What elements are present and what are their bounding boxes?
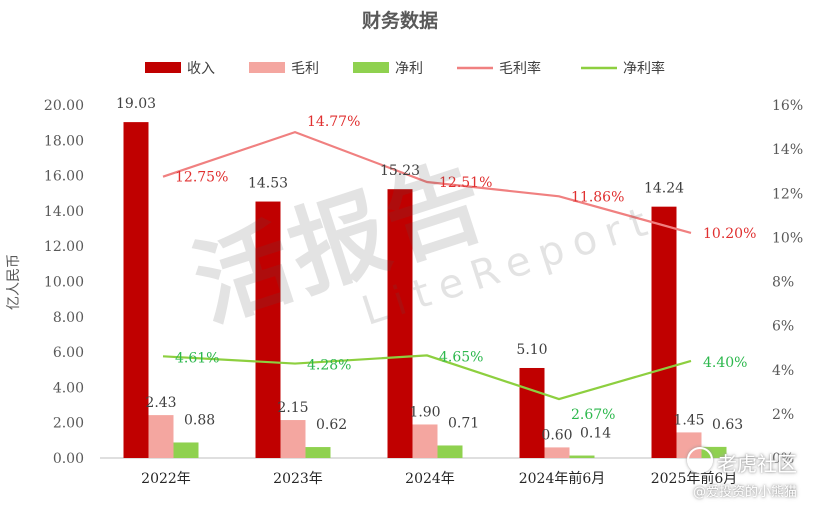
bar-label-收入: 15.23 — [380, 163, 420, 179]
bar-label-毛利: 0.60 — [541, 427, 572, 443]
line-label-净利率: 4.61% — [175, 350, 219, 366]
bar-毛利 — [412, 424, 438, 458]
y2-tick-label: 6% — [772, 319, 794, 335]
y2-tick-label: 16% — [772, 98, 803, 114]
legend-swatch — [353, 62, 389, 73]
line-label-净利率: 4.65% — [439, 349, 483, 365]
y-tick-label: 0.00 — [53, 451, 84, 467]
line-label-毛利率: 12.51% — [439, 175, 492, 191]
bar-净利 — [173, 442, 199, 458]
line-label-毛利率: 11.86% — [571, 189, 624, 205]
line-label-净利率: 4.40% — [703, 355, 747, 371]
y-tick-label: 4.00 — [53, 380, 84, 396]
y2-tick-label: 4% — [772, 363, 794, 379]
bar-label-收入: 5.10 — [516, 342, 547, 358]
legend-label: 毛利 — [291, 61, 319, 77]
bar-label-毛利: 2.43 — [145, 395, 176, 411]
y-tick-label: 10.00 — [44, 275, 84, 291]
bar-label-收入: 14.53 — [248, 176, 288, 192]
y2-tick-label: 2% — [772, 407, 794, 423]
bar-label-收入: 14.24 — [644, 181, 684, 197]
bar-净利 — [701, 446, 727, 458]
y2-tick-label: 10% — [772, 230, 803, 246]
legend-label: 收入 — [187, 61, 215, 77]
bar-收入 — [123, 122, 149, 459]
y-tick-label: 14.00 — [44, 204, 84, 220]
line-label-毛利率: 10.20% — [703, 226, 756, 242]
y-tick-label: 6.00 — [53, 345, 84, 361]
legend-label: 净利率 — [623, 60, 665, 77]
bar-series — [123, 122, 727, 459]
y-tick-label: 12.00 — [44, 239, 84, 255]
bar-label-净利: 0.63 — [712, 417, 743, 433]
bar-收入 — [519, 367, 545, 458]
y-tick-label: 8.00 — [53, 310, 84, 326]
line-label-毛利率: 12.75% — [175, 170, 228, 186]
bar-label-净利: 0.71 — [448, 415, 479, 431]
data-labels: 19.03 14.53 15.23 5.10 14.24 2.43 2.15 1.90 0.60… — [116, 96, 756, 443]
bar-label-毛利: 2.15 — [277, 400, 308, 416]
bar-收入 — [255, 201, 281, 458]
y2-tick-label: 14% — [772, 142, 803, 158]
y-tick-label: 18.00 — [44, 133, 84, 149]
line-净利率 — [162, 354, 692, 401]
bar-收入 — [387, 189, 413, 459]
y-tick-label: 20.00 — [44, 98, 84, 114]
bar-label-毛利: 1.45 — [673, 412, 704, 428]
community-logo-icon — [687, 447, 713, 473]
line-毛利率 — [162, 130, 692, 235]
legend-label: 毛利率 — [499, 60, 541, 77]
x-tick-label: 2024年前6月 — [519, 470, 606, 487]
legend-swatch — [249, 62, 285, 73]
legend-swatch — [145, 62, 181, 73]
bar-净利 — [305, 447, 331, 458]
line-label-毛利率: 14.77% — [307, 114, 360, 130]
bar-label-净利: 0.14 — [580, 426, 611, 442]
bar-净利 — [437, 445, 463, 458]
line-label-净利率: 2.67% — [571, 407, 615, 423]
chart-axes: 0.00 2.00 4.00 6.00 8.00 10.00 12.00 14.00 16.00… — [44, 98, 803, 487]
x-tick-label: 2024年 — [405, 471, 455, 487]
y2-tick-label: 12% — [772, 186, 803, 202]
y2-tick-label: 8% — [772, 275, 794, 291]
bar-label-收入: 19.03 — [116, 96, 156, 112]
x-tick-label: 2025年前6月 — [651, 470, 738, 487]
bar-label-毛利: 1.90 — [409, 404, 440, 420]
y2-tick-label: 0% — [772, 451, 794, 467]
bar-毛利 — [544, 447, 570, 458]
chart-title: 财务数据 — [362, 9, 438, 32]
y-axis-label: 亿人民币 — [6, 254, 22, 310]
bar-净利 — [569, 455, 595, 458]
y-tick-label: 16.00 — [44, 169, 84, 185]
legend-label: 净利 — [395, 61, 423, 77]
credit-author: @爱投资的小熊猫 — [692, 485, 797, 500]
bar-label-净利: 0.88 — [184, 412, 215, 428]
bar-毛利 — [148, 415, 174, 458]
bar-收入 — [651, 206, 677, 458]
line-series — [162, 130, 692, 401]
y-tick-label: 2.00 — [53, 416, 84, 432]
line-label-净利率: 4.28% — [307, 358, 351, 374]
credit-community: 老虎社区 — [717, 452, 797, 476]
x-tick-label: 2022年 — [141, 471, 191, 487]
bar-毛利 — [280, 420, 306, 458]
bar-label-净利: 0.62 — [316, 417, 347, 433]
x-tick-label: 2023年 — [273, 471, 323, 487]
chart-legend: 收入 毛利 净利 毛利率 净利率 — [145, 60, 665, 77]
